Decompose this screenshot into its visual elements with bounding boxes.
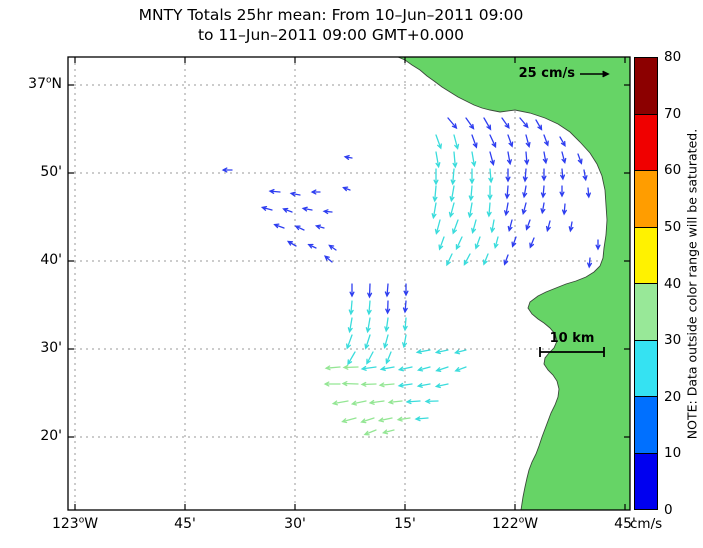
colorbar-tick-label: 50: [664, 218, 682, 235]
chart-title-line2: to 11–Jun–2011 09:00 GMT+0.000: [197, 26, 465, 44]
colorbar-band: [635, 452, 657, 509]
colorbar: [634, 57, 658, 510]
y-tick-label: 50': [40, 164, 62, 180]
colorbar-band: [635, 226, 657, 283]
land-coastline: [397, 57, 630, 510]
colorbar-tick-label: 40: [664, 275, 682, 292]
colorbar-band: [635, 170, 657, 227]
colorbar-band: [635, 396, 657, 453]
y-tick-label: 30': [40, 340, 62, 356]
current-vectors: [221, 117, 601, 436]
x-tick-label: 45': [614, 516, 636, 532]
colorbar-band: [635, 113, 657, 170]
x-tick-label: 45': [174, 516, 196, 532]
colorbar-band: [635, 58, 657, 114]
x-tick-label: 122oW: [491, 515, 539, 532]
reference-vector-label: 25 cm/s: [518, 66, 575, 81]
x-tick-label: 15': [394, 516, 416, 532]
colorbar-band: [635, 283, 657, 340]
y-tick-label: 40': [40, 252, 62, 268]
y-tick-label: 20': [40, 428, 62, 444]
colorbar-tick-label: 60: [664, 162, 682, 179]
colorbar-tick-label: 80: [664, 49, 682, 65]
colorbar-tick-label: 10: [664, 445, 682, 462]
colorbar-unit-label: cm/s: [630, 516, 663, 532]
colorbar-tick-label: 70: [664, 105, 682, 122]
colorbar-note: NOTE: Data outside color range will be s…: [684, 128, 700, 440]
plot-frame: [67, 56, 631, 511]
map-annotations: [539, 70, 610, 357]
chart-title-line1: MNTY Totals 25hr mean: From 10–Jun–2011 …: [138, 6, 524, 24]
y-tick-label: 37oN: [28, 75, 62, 92]
colorbar-tick-label: 30: [664, 332, 682, 349]
scale-bar-label: 10 km: [549, 331, 595, 346]
colorbar-tick-label: 20: [664, 388, 682, 405]
axis-tick-marks: [68, 57, 630, 510]
x-tick-label: 123oW: [51, 515, 99, 532]
x-tick-label: 30': [284, 516, 306, 532]
colorbar-tick-label: 0: [664, 502, 673, 518]
colorbar-band: [635, 339, 657, 396]
